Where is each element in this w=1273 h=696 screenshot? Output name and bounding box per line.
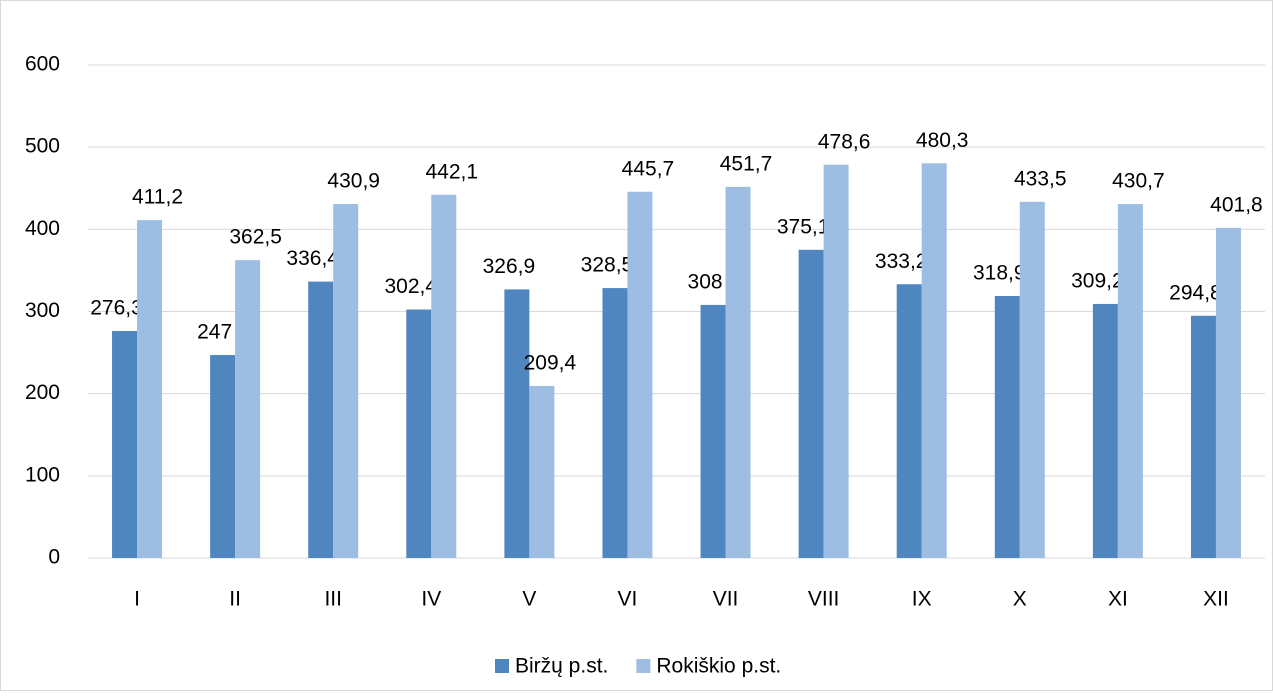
x-tick-label: III (324, 588, 342, 611)
y-tick-label: 100 (25, 463, 60, 486)
legend-label: Rokiškio p.st. (656, 655, 781, 678)
bar (896, 284, 922, 558)
y-tick-label: 500 (25, 135, 60, 158)
data-label: 401,8 (1210, 193, 1263, 216)
x-tick-label: II (229, 588, 241, 611)
data-label: 411,2 (132, 186, 183, 209)
y-tick-label: 400 (25, 217, 60, 240)
x-tick-label: XII (1203, 588, 1229, 611)
bar (1019, 201, 1045, 558)
bar (529, 385, 555, 558)
bar (1215, 227, 1241, 558)
data-label: 326,9 (483, 255, 536, 278)
x-tick-label: VI (618, 588, 638, 611)
bar (1092, 303, 1118, 558)
bar (137, 220, 163, 558)
x-tick-label: IV (421, 588, 441, 611)
data-label: 430,9 (327, 169, 380, 192)
bar (1117, 204, 1143, 559)
data-label: 480,3 (916, 129, 969, 152)
bar (725, 186, 751, 559)
bar (602, 288, 628, 558)
data-label: 308 (688, 270, 723, 293)
x-tick-label: VII (713, 588, 739, 611)
data-label: 328,5 (581, 254, 634, 277)
bar (627, 191, 653, 558)
data-label: 478,6 (818, 130, 871, 153)
x-tick-label: I (134, 588, 140, 611)
bar (504, 289, 530, 558)
data-label: 302,4 (385, 275, 438, 298)
data-label: 362,5 (229, 226, 282, 249)
data-label: 318,9 (973, 262, 1026, 285)
bar (112, 330, 138, 558)
data-label: 433,5 (1014, 167, 1067, 190)
data-label: 375,1 (777, 215, 830, 238)
bar (823, 164, 849, 558)
legend-swatch (495, 659, 509, 673)
bar (406, 309, 432, 558)
data-label: 451,7 (720, 152, 773, 175)
data-label: 430,7 (1112, 170, 1165, 193)
data-label: 442,1 (426, 160, 479, 183)
legend-swatch (636, 659, 651, 673)
y-tick-label: 0 (48, 546, 60, 569)
data-label: 336,4 (286, 247, 339, 270)
data-label: 445,7 (622, 157, 675, 180)
data-label: 309,2 (1071, 269, 1124, 292)
y-tick-label: 300 (25, 299, 60, 322)
bar (994, 295, 1020, 558)
y-tick-label: 200 (25, 381, 60, 404)
bar (308, 281, 334, 558)
legend-label: Biržų p.st. (515, 655, 608, 678)
bar (431, 194, 457, 559)
bar (235, 260, 261, 558)
bar (210, 355, 236, 558)
bar (798, 249, 824, 558)
data-label: 276,3 (90, 297, 143, 320)
data-label: 209,4 (524, 351, 577, 374)
x-tick-label: VIII (808, 588, 840, 611)
bar (921, 163, 947, 558)
x-tick-label: IX (912, 588, 932, 611)
data-label: 247 (197, 321, 232, 344)
bar (700, 304, 726, 558)
data-label: 333,2 (875, 250, 928, 273)
x-tick-label: X (1013, 588, 1027, 611)
y-tick-label: 600 (25, 53, 60, 76)
data-label: 294,8 (1169, 281, 1222, 304)
x-tick-label: XI (1108, 588, 1128, 611)
x-tick-label: V (522, 588, 536, 611)
bar (1190, 315, 1216, 558)
bar (333, 203, 359, 558)
